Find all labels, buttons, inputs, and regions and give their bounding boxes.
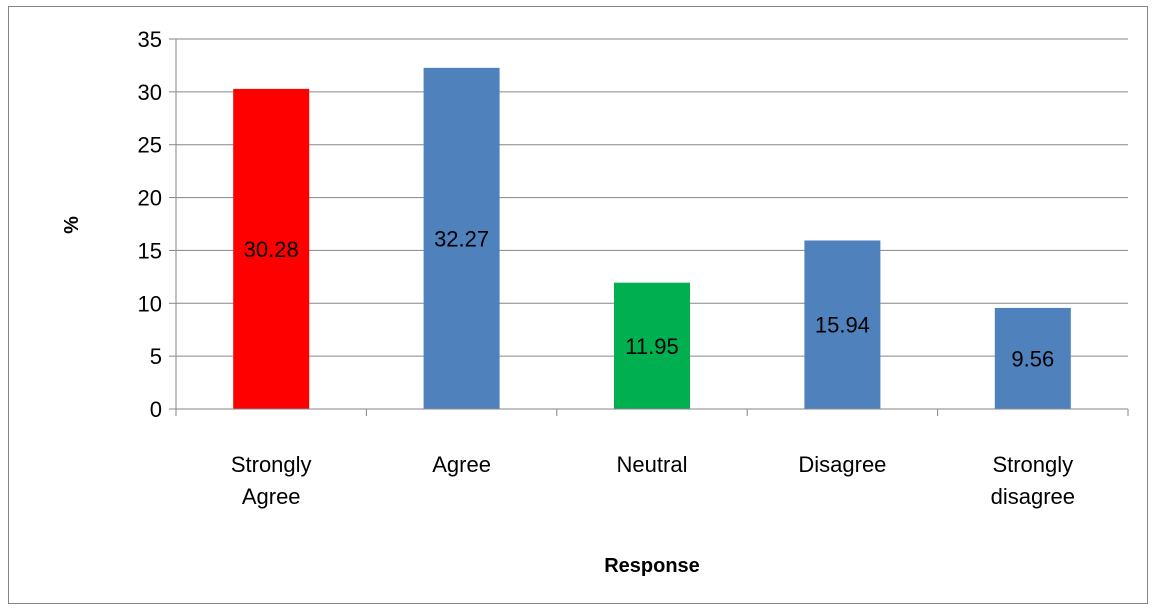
bar (614, 282, 690, 409)
bars (233, 67, 1071, 410)
y-tick-label: 35 (138, 27, 162, 52)
data-label: 9.56 (1011, 346, 1054, 371)
labels: 0 5 10 15 20 25 30 35 30.28 32.27 11.95 15.94 9.56 St… (138, 27, 1075, 509)
axes (169, 38, 1129, 416)
bar (994, 307, 1071, 409)
data-label: 32.27 (434, 226, 489, 251)
bar (423, 67, 500, 410)
x-tick-label: Agree (432, 452, 491, 477)
bar (804, 240, 881, 409)
y-tick-label: 30 (138, 80, 162, 105)
y-tick-label: 25 (138, 133, 162, 158)
x-tick-label: Strongly disagree (991, 452, 1075, 509)
x-axis-title: Response (604, 555, 700, 577)
bar (233, 88, 310, 409)
x-tick-label: Strongly Agree (231, 452, 312, 509)
data-label: 30.28 (244, 237, 299, 262)
y-tick-label: 20 (138, 186, 162, 211)
y-axis-title: % (61, 216, 83, 234)
data-label: 11.95 (625, 334, 678, 359)
y-tick-label: 5 (150, 344, 162, 369)
x-tick-label: Disagree (798, 452, 886, 477)
x-tick-label: Neutral (617, 452, 688, 477)
y-tick-label: 15 (138, 238, 162, 263)
gridlines (176, 38, 1128, 357)
y-tick-label: 0 (150, 397, 162, 422)
data-label: 15.94 (815, 313, 870, 338)
chart-frame (8, 6, 1148, 604)
y-tick-label: 10 (138, 291, 162, 316)
